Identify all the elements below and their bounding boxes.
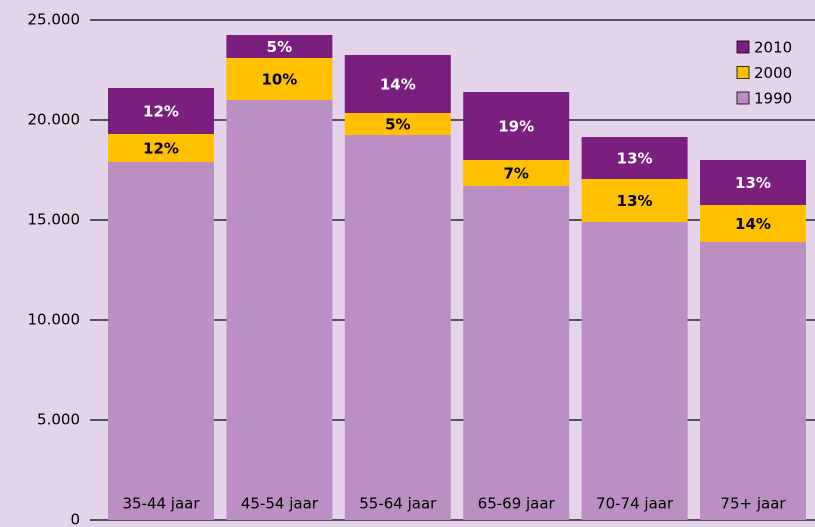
- y-tick-label: 20.000: [28, 111, 81, 129]
- bar-segment: [344, 135, 451, 520]
- legend-swatch: [736, 66, 750, 79]
- y-tick-label: 15.000: [28, 211, 81, 229]
- segment-label: 13%: [617, 192, 653, 210]
- segment-label: 5%: [385, 116, 410, 134]
- x-tick-label: 35-44 jaar: [122, 495, 200, 513]
- legend-label: 2010: [754, 39, 792, 57]
- bar-segment: [463, 92, 570, 160]
- x-tick-label: 75+ jaar: [720, 495, 786, 513]
- segment-label: 10%: [261, 71, 297, 89]
- segment-label: 12%: [143, 140, 179, 158]
- bar-segment: [226, 35, 333, 58]
- bar-segment: [463, 186, 570, 520]
- y-tick-label: 0: [70, 511, 80, 527]
- x-tick-label: 45-54 jaar: [241, 495, 319, 513]
- bar-segment: [344, 113, 451, 135]
- x-tick-label: 55-64 jaar: [359, 495, 437, 513]
- bar-segment: [226, 100, 333, 520]
- segment-label: 7%: [503, 165, 528, 183]
- bar-segment: [108, 134, 214, 162]
- y-tick-label: 5.000: [37, 411, 80, 429]
- segment-label: 14%: [735, 215, 771, 233]
- segment-label: 13%: [617, 150, 653, 168]
- bar-segment: [700, 160, 806, 205]
- bar-segment: [581, 179, 688, 222]
- bar-segment: [581, 137, 688, 179]
- segment-label: 5%: [267, 38, 292, 56]
- segment-label: 12%: [143, 103, 179, 121]
- segment-label: 19%: [498, 118, 534, 136]
- legend-swatch: [736, 40, 750, 54]
- bar-segment: [108, 88, 214, 134]
- bar-segment: [108, 162, 214, 520]
- y-tick-label: 25.000: [28, 11, 81, 29]
- legend-swatch: [736, 91, 750, 105]
- bar-segment: [463, 160, 570, 186]
- y-tick-label: 10.000: [28, 311, 81, 329]
- bar-segment: [700, 242, 806, 520]
- bar-segment: [700, 205, 806, 242]
- legend-label: 2000: [754, 64, 792, 82]
- legend-label: 1990: [754, 90, 792, 108]
- bar-segment: [226, 58, 333, 100]
- segment-label: 14%: [380, 76, 416, 94]
- bar-segment: [344, 55, 451, 113]
- x-tick-label: 70-74 jaar: [596, 495, 674, 513]
- segment-label: 13%: [735, 174, 771, 192]
- x-tick-label: 65-69 jaar: [478, 495, 556, 513]
- bar-segment: [581, 222, 688, 520]
